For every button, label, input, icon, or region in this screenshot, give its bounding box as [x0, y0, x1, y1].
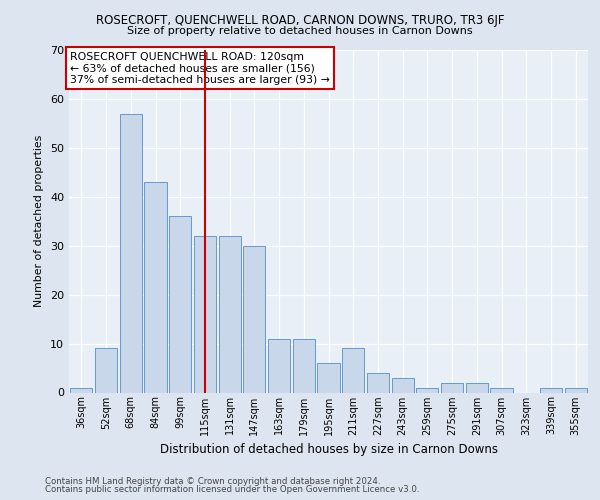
Text: ROSECROFT QUENCHWELL ROAD: 120sqm
← 63% of detached houses are smaller (156)
37%: ROSECROFT QUENCHWELL ROAD: 120sqm ← 63% … [70, 52, 330, 85]
Bar [317, 363, 340, 392]
Bar [243, 246, 265, 392]
Bar [392, 378, 414, 392]
Bar [367, 373, 389, 392]
Y-axis label: Number of detached properties: Number of detached properties [34, 135, 44, 308]
Bar [268, 338, 290, 392]
Bar [70, 388, 92, 392]
Text: ROSECROFT, QUENCHWELL ROAD, CARNON DOWNS, TRURO, TR3 6JF: ROSECROFT, QUENCHWELL ROAD, CARNON DOWNS… [96, 14, 504, 27]
Text: Size of property relative to detached houses in Carnon Downs: Size of property relative to detached ho… [127, 26, 473, 36]
Bar [540, 388, 562, 392]
Text: Contains HM Land Registry data © Crown copyright and database right 2024.: Contains HM Land Registry data © Crown c… [45, 477, 380, 486]
Bar [490, 388, 512, 392]
Text: Contains public sector information licensed under the Open Government Licence v3: Contains public sector information licen… [45, 485, 419, 494]
X-axis label: Distribution of detached houses by size in Carnon Downs: Distribution of detached houses by size … [160, 443, 497, 456]
Bar [145, 182, 167, 392]
Bar [293, 338, 315, 392]
Bar [416, 388, 439, 392]
Bar [119, 114, 142, 392]
Bar [218, 236, 241, 392]
Bar [466, 382, 488, 392]
Bar [441, 382, 463, 392]
Bar [194, 236, 216, 392]
Bar [169, 216, 191, 392]
Bar [565, 388, 587, 392]
Bar [342, 348, 364, 393]
Bar [95, 348, 117, 393]
